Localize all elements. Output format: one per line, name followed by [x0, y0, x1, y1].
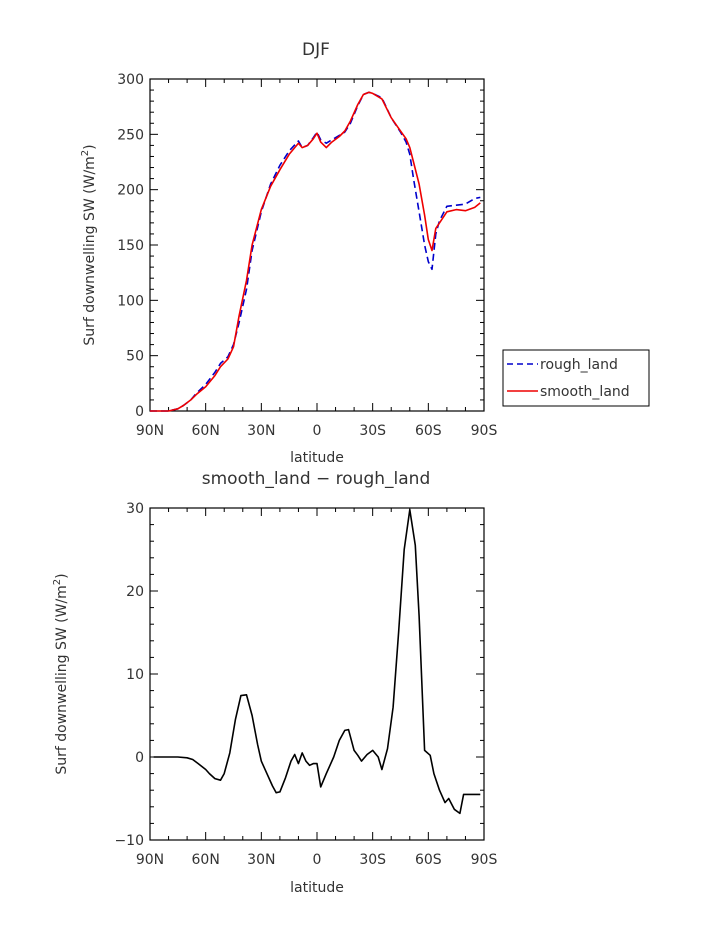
top-x-axis-label: latitude [290, 450, 344, 466]
bottom-series-line-0 [153, 508, 481, 815]
top-y-tick-label: 200 [117, 183, 144, 199]
bottom-plot-frame [149, 507, 485, 841]
top-y-tick-label: 250 [117, 127, 144, 143]
bottom-x-tick-label: 60S [415, 852, 442, 868]
bottom-x-tick-label: 0 [313, 852, 322, 868]
top-y-tick-label: 50 [126, 349, 144, 365]
bottom-y-tick-label: 10 [126, 667, 144, 683]
bottom-panel: smooth_land − rough_land −10 0 10 20 30 90N 6… [52, 469, 497, 896]
bottom-y-tick-label: 30 [126, 501, 144, 517]
top-series-lines [150, 91, 481, 412]
top-x-tick-label: 60N [192, 423, 220, 439]
top-x-tick-label: 30S [359, 423, 386, 439]
top-series-line-rough-land [150, 91, 481, 412]
legend: rough_land smooth_land [502, 349, 650, 407]
top-x-tick-label: 90S [471, 423, 498, 439]
bottom-y-tick-label: −10 [114, 833, 144, 849]
top-x-tick-label: 90N [136, 423, 164, 439]
bottom-x-tick-label: 90N [136, 852, 164, 868]
bottom-y-axis-label: Surf downwelling SW (W/m2) [52, 573, 70, 774]
top-chart-title: DJF [302, 40, 330, 60]
top-series-line-smooth-land [150, 91, 481, 412]
bottom-series-lines [153, 508, 481, 815]
bottom-x-tick-label: 90S [471, 852, 498, 868]
bottom-x-tick-label: 60N [192, 852, 220, 868]
bottom-y-tick-label: 0 [135, 750, 144, 766]
top-x-tick-label: 0 [313, 423, 322, 439]
bottom-x-tick-label: 30N [247, 852, 275, 868]
top-y-axis-label: Surf downwelling SW (W/m2) [80, 144, 98, 345]
legend-label-rough-land: rough_land [540, 357, 618, 373]
bottom-y-axis: −10 0 10 20 30 [114, 501, 484, 849]
bottom-chart-title: smooth_land − rough_land [202, 469, 430, 489]
top-x-axis: 90N 60N 30N 0 30S 60S 90S [136, 79, 498, 439]
top-y-tick-label: 150 [117, 238, 144, 254]
bottom-y-tick-label: 20 [126, 584, 144, 600]
legend-label-smooth-land: smooth_land [540, 384, 630, 400]
top-y-tick-label: 100 [117, 293, 144, 309]
top-x-tick-label: 60S [415, 423, 442, 439]
top-y-tick-label: 300 [117, 72, 144, 88]
legend-box [502, 349, 650, 407]
top-x-tick-label: 30N [247, 423, 275, 439]
top-y-tick-label: 0 [135, 404, 144, 420]
bottom-x-axis-label: latitude [290, 880, 344, 896]
top-y-axis: 0 50 100 150 200 250 300 [117, 72, 484, 420]
bottom-x-tick-label: 30S [359, 852, 386, 868]
bottom-x-axis: 90N 60N 30N 0 30S 60S 90S [136, 508, 498, 868]
